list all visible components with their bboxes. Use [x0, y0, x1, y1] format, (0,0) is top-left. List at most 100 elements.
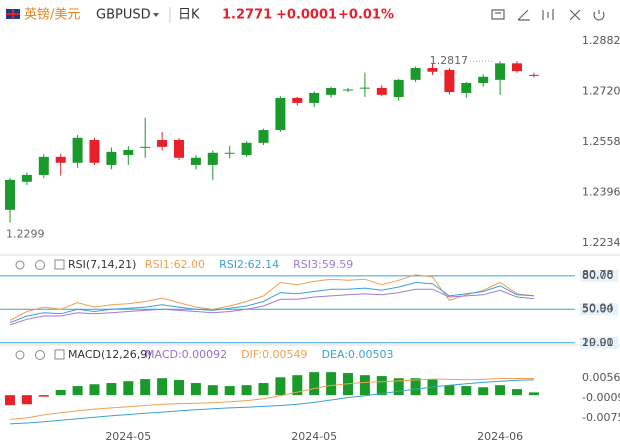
macd-bar [190, 383, 201, 396]
level-label: 50.00 [582, 302, 614, 315]
level-label: 20.00 [582, 336, 614, 349]
checkbox[interactable] [54, 349, 65, 360]
macd-bar [123, 381, 134, 396]
indicator-title: MACD(12,26,9) [68, 348, 152, 361]
indicator-line [9, 378, 534, 420]
candle-body [461, 82, 472, 93]
change: +0.0001 [276, 8, 337, 23]
macd-bar [157, 378, 168, 396]
indicator-title: RSI(7,14,21) [68, 258, 136, 271]
draw-icon[interactable] [517, 9, 530, 21]
legend-entry: DIF:0.00549 [241, 348, 307, 361]
macd-bar [275, 377, 286, 396]
indicator-line [9, 379, 534, 425]
candle-body [140, 146, 151, 148]
y-tick-label: 0.00564 [582, 371, 620, 384]
rsi-header: RSI(7,14,21) [15, 258, 136, 271]
legend-entry: RSI1:62.00 [145, 258, 205, 271]
tool-icon[interactable] [491, 9, 505, 20]
candle-body [292, 97, 303, 103]
legend-entry: MACD:0.00092 [145, 348, 227, 361]
level-label-bg [580, 269, 618, 282]
settings-icon[interactable] [593, 10, 605, 21]
macd-bar [326, 372, 337, 396]
candle-body [72, 137, 83, 163]
y-tick-label: -0.00096 [582, 391, 620, 404]
candle-body [5, 179, 15, 210]
y-tick-label: 1.2396 [582, 185, 620, 198]
x-tick-label: 2024-05 [291, 430, 337, 443]
pair-name[interactable]: 英镑/美元 [24, 7, 80, 23]
macd-bar [224, 386, 235, 396]
candle-body [512, 63, 522, 72]
candle-body [343, 89, 353, 91]
candle-body [123, 149, 134, 155]
eye-icon[interactable] [15, 350, 25, 360]
macd-bar [106, 383, 117, 396]
macd-bar [444, 385, 455, 396]
candle-body [478, 76, 489, 83]
macd-bar [55, 390, 66, 396]
macd-bar [140, 379, 151, 396]
macd-bar [5, 395, 15, 406]
checkbox[interactable] [54, 259, 65, 270]
candle-body [38, 156, 49, 175]
macd-bar [258, 383, 269, 396]
gear-icon[interactable] [35, 350, 45, 360]
candle-body [495, 63, 506, 80]
macd-bar [393, 378, 404, 396]
macd-bar [461, 386, 472, 396]
level-label: 80.00 [582, 269, 614, 282]
indicator-line [9, 281, 534, 324]
macd-bar [512, 389, 522, 396]
period[interactable]: 日K [178, 8, 200, 23]
macd-bar [72, 386, 83, 396]
candle-body [157, 140, 168, 147]
macd-bar [478, 387, 489, 396]
y-tick-label: 80.78 [582, 268, 614, 281]
candle-body [326, 87, 337, 95]
macd-bar [38, 395, 49, 397]
candle-body [55, 156, 66, 163]
candle-body [528, 74, 539, 76]
candle-body [241, 142, 252, 155]
macd-bar [89, 384, 100, 396]
candle-body [376, 87, 387, 95]
candle-body [224, 152, 235, 154]
macd-bar [495, 385, 506, 396]
x-tick-label: 2024-06 [477, 430, 523, 443]
symbol[interactable]: GBPUSD [96, 8, 151, 23]
x-tick-label: 2024-05 [105, 430, 151, 443]
legend-entry: RSI3:59.59 [293, 258, 353, 271]
y-tick-label: 1.2234 [582, 236, 620, 249]
macd-header: MACD(12,26,9) [15, 348, 152, 361]
eye-icon[interactable] [15, 260, 25, 270]
fullscreen-icon[interactable] [569, 9, 581, 21]
macd-bar [174, 380, 184, 396]
change-pct: +0.01% [338, 8, 394, 23]
candle-body [410, 68, 421, 80]
y-tick-label: 1.2558 [582, 135, 620, 148]
candle-body [275, 97, 286, 131]
candle-body [174, 140, 184, 158]
candle-body [444, 69, 455, 93]
header: 英镑/美元 GBPUSD 日K 1.2771 +0.0001 +0.01% [6, 7, 605, 23]
candle-body [207, 152, 218, 165]
y-tick-label: -0.00756 [582, 411, 620, 424]
indicator-icon[interactable] [542, 9, 554, 20]
y-tick-label: 50.94 [582, 301, 614, 314]
high-label: 1.2817 [430, 54, 469, 67]
macd-bar [528, 392, 539, 396]
legend-entry: DEA:0.00503 [322, 348, 394, 361]
macd-bar [207, 385, 218, 396]
gear-icon[interactable] [35, 260, 45, 270]
y-tick-label: 1.2720 [582, 84, 620, 97]
y-tick-label: 19.91 [582, 336, 614, 349]
macd-bar [292, 375, 303, 396]
candle-body [309, 92, 320, 103]
macd-bar [376, 376, 387, 396]
macd-bar [241, 385, 252, 396]
dropdown-icon[interactable] [153, 13, 159, 17]
candle-body [106, 151, 117, 165]
